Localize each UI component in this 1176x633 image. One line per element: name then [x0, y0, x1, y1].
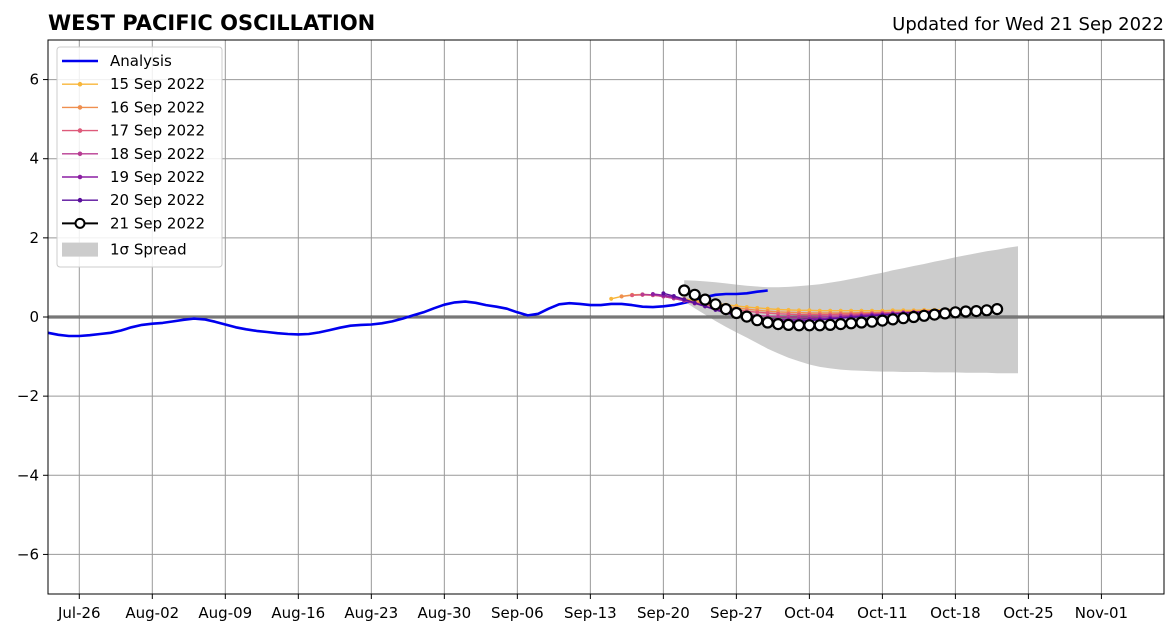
legend-label: 1σ Spread [110, 241, 187, 259]
legend-label: 21 Sep 2022 [110, 214, 205, 232]
forecast-point [678, 284, 691, 297]
series-forecast [678, 284, 1004, 332]
x-tick-label: Sep-06 [491, 604, 544, 622]
x-tick-label: Aug-16 [271, 604, 325, 622]
forecast-point [949, 306, 962, 319]
legend-marker [77, 197, 83, 203]
y-tick-label: −2 [17, 387, 39, 405]
legend-label: 15 Sep 2022 [110, 75, 205, 93]
y-tick-label: 4 [29, 150, 39, 168]
x-tick-label: Aug-30 [417, 604, 471, 622]
forecast-point [661, 291, 666, 296]
legend-swatch-spread [62, 242, 98, 257]
legend-marker [77, 128, 83, 133]
forecast-point [761, 316, 774, 329]
forecast-point [619, 294, 624, 299]
forecast-point [771, 318, 785, 331]
y-tick-label: 0 [29, 308, 39, 326]
y-tick-label: −4 [17, 466, 39, 484]
x-tick-label: Sep-13 [564, 604, 617, 622]
forecast-point [630, 293, 635, 298]
forecast-point [917, 309, 931, 322]
legend-marker [77, 151, 83, 157]
forecast-point [609, 296, 614, 301]
forecast-point [740, 310, 753, 323]
legend-box [56, 46, 223, 268]
forecast-point [692, 300, 697, 305]
forecast-point [959, 305, 972, 318]
legend-label: 16 Sep 2022 [110, 98, 205, 116]
forecast-point [980, 304, 993, 317]
forecast-point [897, 312, 910, 325]
x-tick-label: Aug-02 [125, 604, 179, 622]
forecast-point [970, 305, 983, 318]
forecast-point [698, 293, 712, 306]
forecast-point [671, 293, 676, 299]
y-tick-label: −6 [17, 545, 39, 563]
x-tick-label: Nov-01 [1075, 604, 1128, 622]
forecast-point [751, 314, 764, 327]
forecast-point [990, 303, 1004, 316]
legend-label: 20 Sep 2022 [110, 191, 205, 209]
legend: Analysis 15 Sep 2022 16 Sep 2022 17 Sep 202… [56, 46, 223, 268]
forecast-point [688, 288, 701, 301]
legend-marker [77, 105, 83, 110]
y-tick-label: 6 [29, 71, 39, 89]
forecast-point [792, 319, 806, 332]
forecast-point [730, 306, 743, 320]
legend-marker [74, 217, 86, 229]
legend-label: 19 Sep 2022 [110, 168, 205, 186]
forecast-point [824, 318, 837, 331]
forecast-point [803, 319, 816, 332]
legend-marker [77, 81, 83, 87]
forecast-point [844, 317, 858, 330]
chart-title: WEST PACIFIC OSCILLATION [48, 11, 375, 35]
x-tick-label: Oct-11 [857, 604, 907, 622]
forecast-point [865, 315, 879, 328]
forecast-point [709, 298, 722, 311]
forecast-point [876, 314, 889, 327]
plot-frame [47, 39, 1165, 595]
x-tick-label: Sep-20 [637, 604, 690, 622]
forecast-point [682, 297, 687, 302]
x-tick-label: Sep-27 [710, 604, 763, 622]
series-analysis-line [47, 289, 768, 338]
forecast-point [834, 318, 847, 331]
x-tick-label: Jul-26 [57, 604, 101, 622]
x-tick-label: Oct-25 [1003, 604, 1053, 622]
forecast-point [886, 313, 899, 326]
x-tick-label: Oct-04 [784, 604, 834, 622]
forecast-point [650, 291, 655, 297]
legend-label: Analysis [110, 52, 172, 70]
x-tick-label: Oct-18 [930, 604, 980, 622]
legend-label: 17 Sep 2022 [110, 122, 205, 140]
forecast-point [782, 318, 795, 331]
forecast-point [813, 319, 826, 332]
forecast-point [907, 310, 920, 324]
forecast-point [928, 308, 941, 321]
forecast-point [719, 303, 733, 316]
forecast-point [938, 307, 952, 320]
legend-label: 18 Sep 2022 [110, 145, 205, 163]
chart-subtitle: Updated for Wed 21 Sep 2022 [892, 14, 1164, 35]
forecast-point [855, 316, 868, 329]
forecast-point [640, 292, 645, 297]
x-tick-label: Aug-09 [198, 604, 252, 622]
x-tick-label: Aug-23 [344, 604, 398, 622]
y-tick-label: 2 [29, 229, 39, 247]
legend-marker [77, 174, 83, 180]
